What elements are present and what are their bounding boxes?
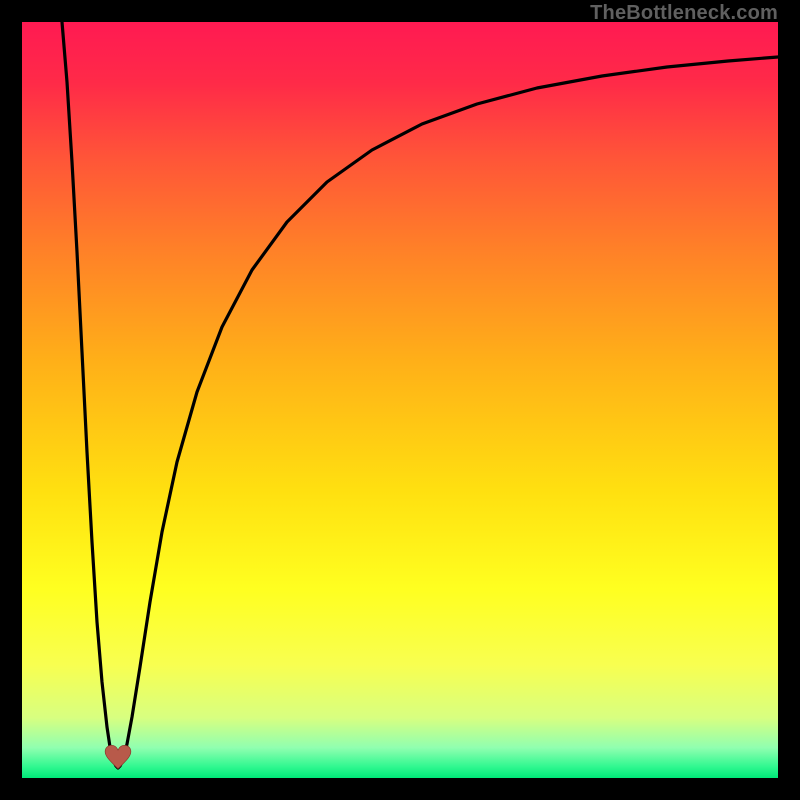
plot-area bbox=[22, 22, 778, 778]
watermark-text: TheBottleneck.com bbox=[590, 2, 778, 25]
heart-marker bbox=[104, 744, 132, 770]
chart-container: TheBottleneck.com bbox=[0, 0, 800, 800]
